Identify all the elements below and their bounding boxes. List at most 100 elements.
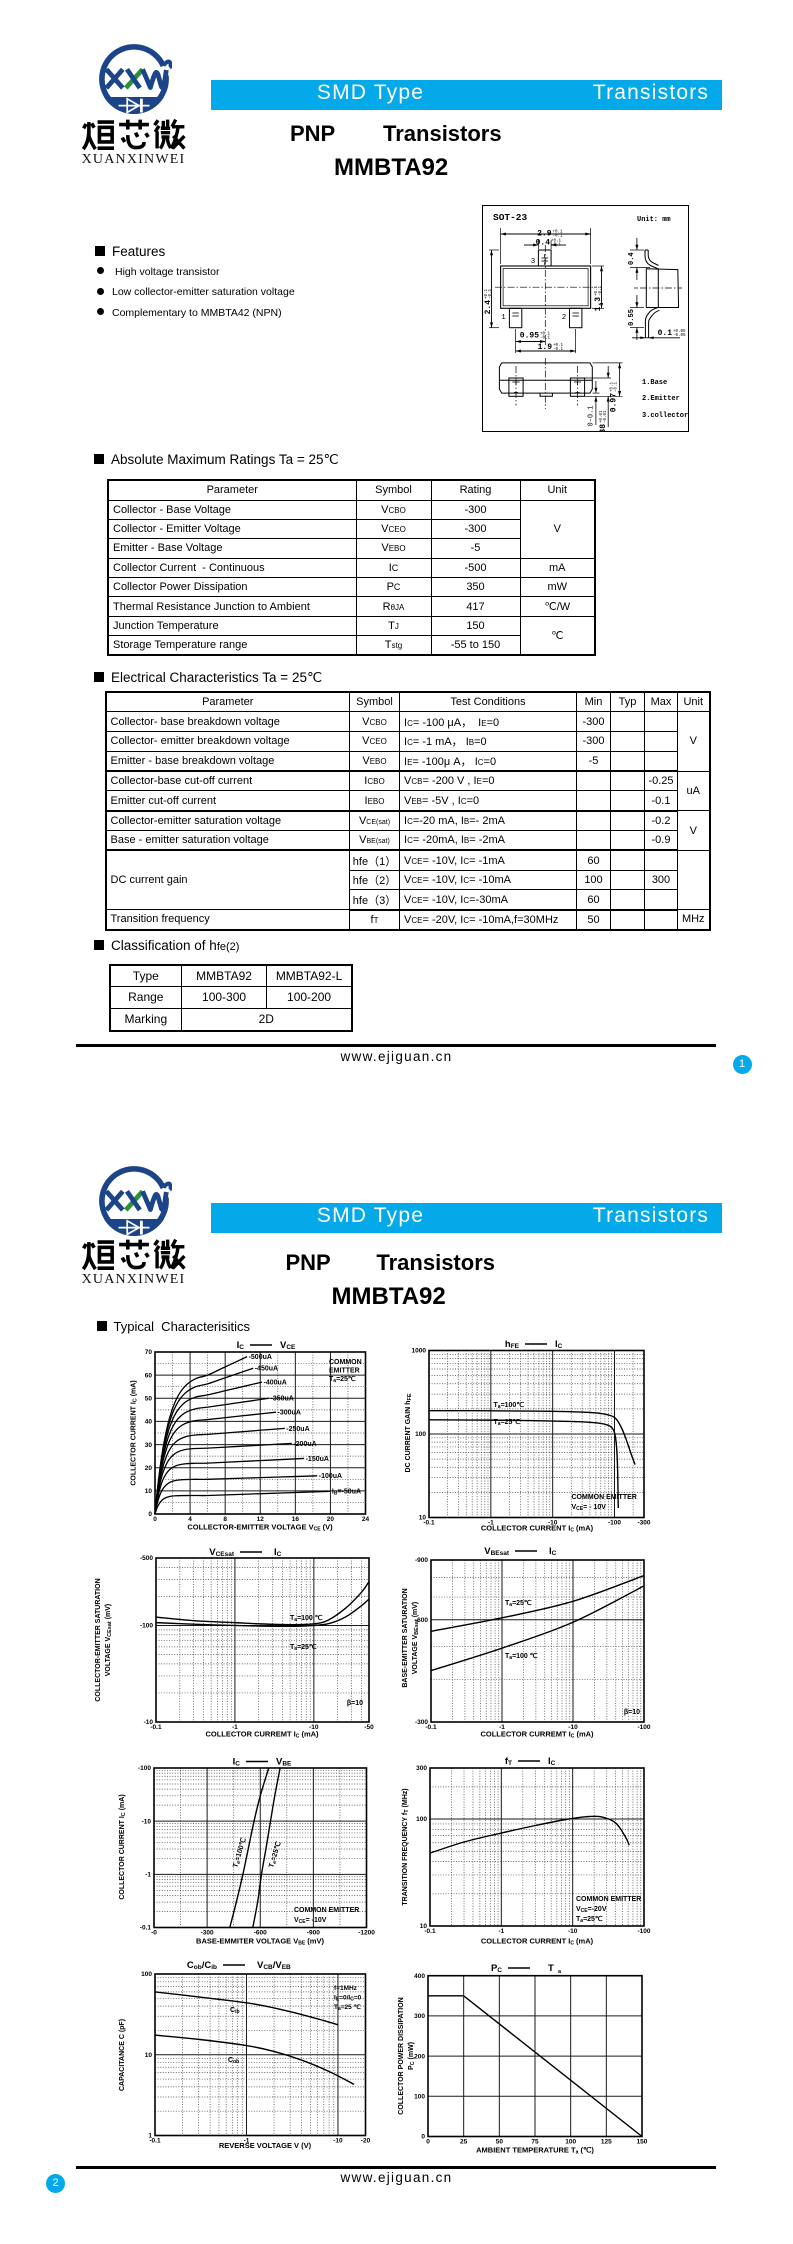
svg-text:SOT-23: SOT-23	[493, 212, 528, 223]
svg-text:Ta=100 ℃: Ta=100 ℃	[505, 1652, 538, 1661]
svg-text:-100uA: -100uA	[319, 1473, 342, 1480]
svg-text:24: 24	[362, 1516, 370, 1523]
svg-text:0.4: 0.4	[628, 252, 636, 265]
svg-text:-1: -1	[232, 1724, 238, 1731]
svg-text:COLLECTOR CURRENT IC (mA): COLLECTOR CURRENT IC (mA)	[481, 1524, 594, 1534]
svg-text:COLLECTOR POWER DISSIPATION: COLLECTOR POWER DISSIPATION	[398, 1997, 405, 2114]
svg-text:COLLECTOR-EMITTER SATURATION: COLLECTOR-EMITTER SATURATION	[95, 1578, 102, 1701]
svg-text:+0.1: +0.1	[551, 239, 562, 243]
svg-text:EMITTER: EMITTER	[329, 1368, 360, 1375]
svg-text:-300: -300	[415, 1719, 428, 1726]
svg-text:1: 1	[501, 314, 506, 322]
svg-text:300: 300	[414, 2013, 425, 2020]
svg-text:20: 20	[327, 1516, 335, 1523]
svg-text:+0.1: +0.1	[595, 285, 599, 296]
svg-text:-100: -100	[138, 1765, 151, 1772]
svg-text:-0.1: -0.1	[614, 381, 618, 392]
svg-text:+0.05: +0.05	[673, 330, 686, 334]
svg-text:-1: -1	[488, 1520, 494, 1527]
svg-text:-1: -1	[498, 1928, 504, 1935]
svg-text:Ta=25℃: Ta=25℃	[576, 1915, 603, 1924]
svg-text:0.4: 0.4	[536, 239, 551, 248]
svg-text:DC CURRENT GAIN hFE: DC CURRENT GAIN hFE	[405, 1393, 413, 1472]
svg-text:VBEsat: VBEsat	[484, 1546, 510, 1557]
svg-text:Ta=25℃: Ta=25℃	[494, 1418, 521, 1427]
svg-text:β=10: β=10	[347, 1700, 363, 1707]
svg-text:COMMON EMITTER: COMMON EMITTER	[576, 1896, 641, 1903]
svg-text:-20: -20	[361, 2138, 371, 2145]
svg-text:-0.1: -0.1	[140, 1925, 152, 1932]
svg-text:0: 0	[421, 2134, 425, 2141]
svg-text:1.9: 1.9	[538, 343, 553, 352]
svg-text:-0.1: -0.1	[489, 288, 493, 299]
svg-text:-250uA: -250uA	[286, 1426, 309, 1433]
svg-text:f=1MHz: f=1MHz	[334, 1985, 358, 1992]
svg-text:a: a	[558, 1969, 562, 1975]
svg-text:30: 30	[145, 1442, 153, 1449]
svg-text:VCE= -10V: VCE= -10V	[294, 1917, 327, 1925]
svg-text:IC: IC	[548, 1756, 556, 1767]
svg-text:10: 10	[420, 1923, 428, 1930]
svg-text:+0.01: +0.01	[600, 410, 604, 423]
svg-text:-0.1: -0.1	[150, 1724, 162, 1731]
svg-text:Cob/Cib: Cob/Cib	[187, 1960, 217, 1971]
svg-text:Ta=100 ℃: Ta=100 ℃	[290, 1614, 323, 1623]
svg-text:BASE-EMITTER SATURATION: BASE-EMITTER SATURATION	[402, 1588, 409, 1687]
svg-text:+0.1: +0.1	[553, 230, 564, 234]
svg-text:VCE: VCE	[280, 1340, 296, 1351]
svg-text:-50: -50	[364, 1724, 374, 1731]
svg-text:fT: fT	[505, 1756, 512, 1767]
svg-text:+0.1: +0.1	[485, 288, 489, 299]
svg-text:VOLTAGE VCEsat (mV): VOLTAGE VCEsat (mV)	[105, 1604, 113, 1677]
svg-text:-1: -1	[244, 2138, 250, 2145]
svg-text:1: 1	[148, 2133, 152, 2140]
svg-text:2.Emitter: 2.Emitter	[642, 395, 680, 403]
svg-text:-100: -100	[637, 1724, 650, 1731]
svg-text:75: 75	[531, 2139, 539, 2146]
svg-text:-1: -1	[145, 1872, 151, 1879]
svg-text:0.97: 0.97	[610, 393, 619, 412]
svg-text:-900: -900	[415, 1557, 428, 1564]
svg-text:-400uA: -400uA	[264, 1379, 287, 1386]
svg-text:-10: -10	[309, 1724, 319, 1731]
svg-text:IC: IC	[233, 1757, 241, 1768]
svg-text:-500: -500	[140, 1555, 153, 1562]
svg-text:-350uA: -350uA	[271, 1396, 294, 1403]
svg-text:-1200: -1200	[358, 1930, 375, 1937]
svg-text:COLLECTOR CURRENT IC (mA): COLLECTOR CURRENT IC (mA)	[131, 1380, 139, 1485]
svg-text:-100: -100	[637, 1928, 650, 1935]
svg-text:-450uA: -450uA	[255, 1366, 278, 1373]
svg-text:TRANSITION FREQUENCY fT (MH: TRANSITION FREQUENCY fT (MHz)	[402, 1788, 410, 1905]
svg-text:IC: IC	[555, 1339, 563, 1350]
svg-text:-0.1: -0.1	[551, 243, 562, 247]
svg-text:+0.1: +0.1	[553, 344, 564, 348]
svg-text:Ta=100℃: Ta=100℃	[494, 1401, 525, 1410]
svg-text:AMBIENT TEMPERATURE Ta (℃): AMBIENT TEMPERATURE Ta (℃)	[476, 2146, 594, 2156]
svg-text:-300: -300	[637, 1520, 650, 1527]
svg-text:3.collector: 3.collector	[642, 412, 688, 420]
svg-text:Unit: mm: Unit: mm	[637, 216, 671, 224]
svg-text:0.38: 0.38	[599, 424, 608, 432]
svg-text:60: 60	[145, 1372, 153, 1379]
svg-text:COLLECTOR CURREMT IC (mA): COLLECTOR CURREMT IC (mA)	[205, 1730, 319, 1740]
svg-text:0: 0	[148, 1511, 152, 1518]
svg-text:+0.1: +0.1	[610, 381, 614, 392]
svg-text:50: 50	[145, 1395, 153, 1402]
svg-text:-0.01: -0.01	[604, 410, 608, 423]
svg-text:10: 10	[145, 2052, 153, 2059]
svg-text:Ta=25℃: Ta=25℃	[290, 1643, 317, 1652]
svg-text:-0.1: -0.1	[553, 348, 564, 352]
svg-text:Ta=25℃: Ta=25℃	[505, 1599, 532, 1608]
svg-text:-150uA: -150uA	[306, 1456, 329, 1463]
svg-text:VBE: VBE	[276, 1757, 292, 1768]
svg-text:-0.1: -0.1	[424, 1928, 436, 1935]
svg-text:2.4: 2.4	[484, 300, 493, 315]
svg-text:VCB/VEB: VCB/VEB	[257, 1960, 291, 1971]
svg-text:100: 100	[416, 1816, 427, 1823]
svg-text:-10: -10	[568, 1724, 578, 1731]
svg-text:100: 100	[414, 2094, 425, 2101]
svg-text:IC: IC	[237, 1340, 245, 1351]
svg-text:-0.1: -0.1	[599, 285, 603, 296]
svg-text:12: 12	[257, 1516, 265, 1523]
svg-text:VCE= - 10V: VCE= - 10V	[572, 1504, 607, 1512]
